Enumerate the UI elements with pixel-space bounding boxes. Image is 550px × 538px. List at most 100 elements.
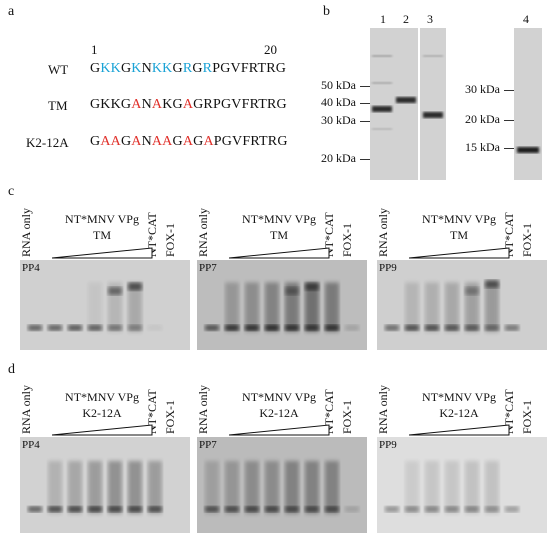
seq-tm: GKKGANAKGAGRPGVFRTRG: [90, 97, 287, 113]
residue-segment: A: [203, 134, 214, 149]
marker-tick: [360, 159, 370, 160]
rna-probe-label: PP4: [22, 439, 40, 451]
label-rna-only: RNA only: [196, 207, 210, 257]
residue-segment: AA: [151, 134, 173, 149]
emsa-gel-image: [377, 260, 547, 350]
concentration-wedge: [52, 424, 153, 436]
panel-label-a: a: [8, 4, 15, 19]
residue-segment: G: [90, 134, 101, 149]
lane-number-3: 3: [427, 12, 433, 26]
lane-number-2: 2: [403, 12, 409, 26]
residue-segment: N: [141, 134, 152, 149]
gel-title-protein: NT*MNV VPg: [65, 212, 139, 226]
sds-gel-lane-4: [514, 28, 542, 180]
lane-number-1: 1: [380, 12, 386, 26]
label-fox-1: FOX-1: [520, 222, 534, 257]
seq-label-wt: WT: [48, 62, 69, 77]
concentration-wedge: [409, 247, 510, 259]
label-fox-1: FOX-1: [520, 399, 534, 434]
gel-title-variant: TM: [450, 228, 468, 242]
emsa-gel-image: [20, 437, 190, 533]
rna-probe-label: PP9: [379, 439, 397, 451]
label-rna-only: RNA only: [376, 384, 390, 434]
sds-gel-lanes-1-2: [370, 28, 418, 180]
marker-tick: [504, 90, 514, 91]
rna-probe-label: PP7: [199, 262, 217, 274]
residue-segment: A: [131, 97, 142, 112]
seq-label-tm: TM: [48, 98, 68, 113]
concentration-wedge: [229, 247, 330, 259]
sds-gel-lane-4-image: [514, 28, 542, 180]
residue-segment: GKKG: [90, 97, 132, 112]
residue-segment: KK: [151, 61, 173, 76]
marker-40kda: 40 kDa: [321, 95, 356, 109]
position-start: 1: [91, 42, 98, 57]
seq-k2-12a: GAAGANAAGAGAPGVFRTRG: [90, 134, 288, 150]
marker-30kda: 30 kDa: [321, 113, 356, 127]
residue-segment: N: [141, 61, 152, 76]
rna-probe-label: PP7: [199, 439, 217, 451]
residue-segment: G: [192, 61, 203, 76]
gel-title-variant: K2-12A: [259, 406, 299, 420]
gel-title-variant: TM: [93, 228, 111, 242]
residue-segment: R: [182, 61, 193, 76]
marker-30kda-right: 30 kDa: [465, 82, 500, 96]
residue-segment: GRPGVFRTRG: [193, 97, 287, 112]
label-rna-only: RNA only: [19, 207, 33, 257]
residue-segment: A: [131, 134, 142, 149]
marker-tick: [360, 103, 370, 104]
label-fox-1: FOX-1: [163, 222, 177, 257]
seq-wt: GKKGKNKKGRGRPGVFRTRG: [90, 61, 286, 77]
residue-segment: A: [151, 97, 163, 112]
residue-segment: KG: [162, 97, 183, 112]
residue-segment: PGVFRTRG: [212, 61, 287, 76]
gel-title-protein: NT*MNV VPg: [242, 390, 316, 404]
gel-title-protein: NT*MNV VPg: [65, 390, 139, 404]
residue-segment: A: [182, 97, 194, 112]
label-fox-1: FOX-1: [340, 399, 354, 434]
residue-segment: R: [202, 61, 213, 76]
gel-title-protein: NT*MNV VPg: [422, 390, 496, 404]
marker-20kda: 20 kDa: [321, 151, 356, 165]
sds-gel-lanes-1-2-image: [370, 28, 418, 180]
marker-tick: [504, 148, 514, 149]
rna-probe-label: PP4: [22, 262, 40, 274]
residue-segment: A: [182, 134, 194, 149]
marker-20kda-right: 20 kDa: [465, 112, 500, 126]
residue-segment: G: [193, 134, 204, 149]
residue-segment: G: [120, 134, 132, 149]
emsa-gel-image: [20, 260, 190, 350]
residue-segment: G: [172, 134, 183, 149]
residue-segment: PGVFRTRG: [213, 134, 288, 149]
label-rna-only: RNA only: [196, 384, 210, 434]
concentration-wedge: [409, 424, 510, 436]
panel-label-d: d: [8, 362, 15, 377]
residue-segment: AA: [100, 134, 121, 149]
gel-title-protein: NT*MNV VPg: [422, 212, 496, 226]
label-rna-only: RNA only: [19, 384, 33, 434]
label-fox-1: FOX-1: [163, 399, 177, 434]
emsa-gel-image: [197, 260, 367, 350]
marker-tick: [504, 120, 514, 121]
gel-title-variant: TM: [270, 228, 288, 242]
residue-segment: G: [90, 61, 101, 76]
residue-segment: KK: [100, 61, 121, 76]
marker-50kda: 50 kDa: [321, 78, 356, 92]
marker-tick: [360, 121, 370, 122]
sds-gel-lane-3: [420, 28, 446, 180]
position-end: 20: [264, 42, 277, 57]
residue-segment: K: [131, 61, 142, 76]
label-fox-1: FOX-1: [340, 222, 354, 257]
gel-title-variant: K2-12A: [82, 406, 122, 420]
gel-title-variant: K2-12A: [439, 406, 479, 420]
concentration-wedge: [229, 424, 330, 436]
sds-gel-lane-3-image: [420, 28, 446, 180]
marker-tick: [360, 86, 370, 87]
concentration-wedge: [52, 247, 153, 259]
marker-15kda-right: 15 kDa: [465, 140, 500, 154]
panel-label-b: b: [323, 4, 330, 19]
residue-segment: N: [141, 97, 152, 112]
residue-segment: G: [172, 61, 183, 76]
residue-segment: G: [120, 61, 132, 76]
lane-number-4: 4: [523, 12, 529, 26]
